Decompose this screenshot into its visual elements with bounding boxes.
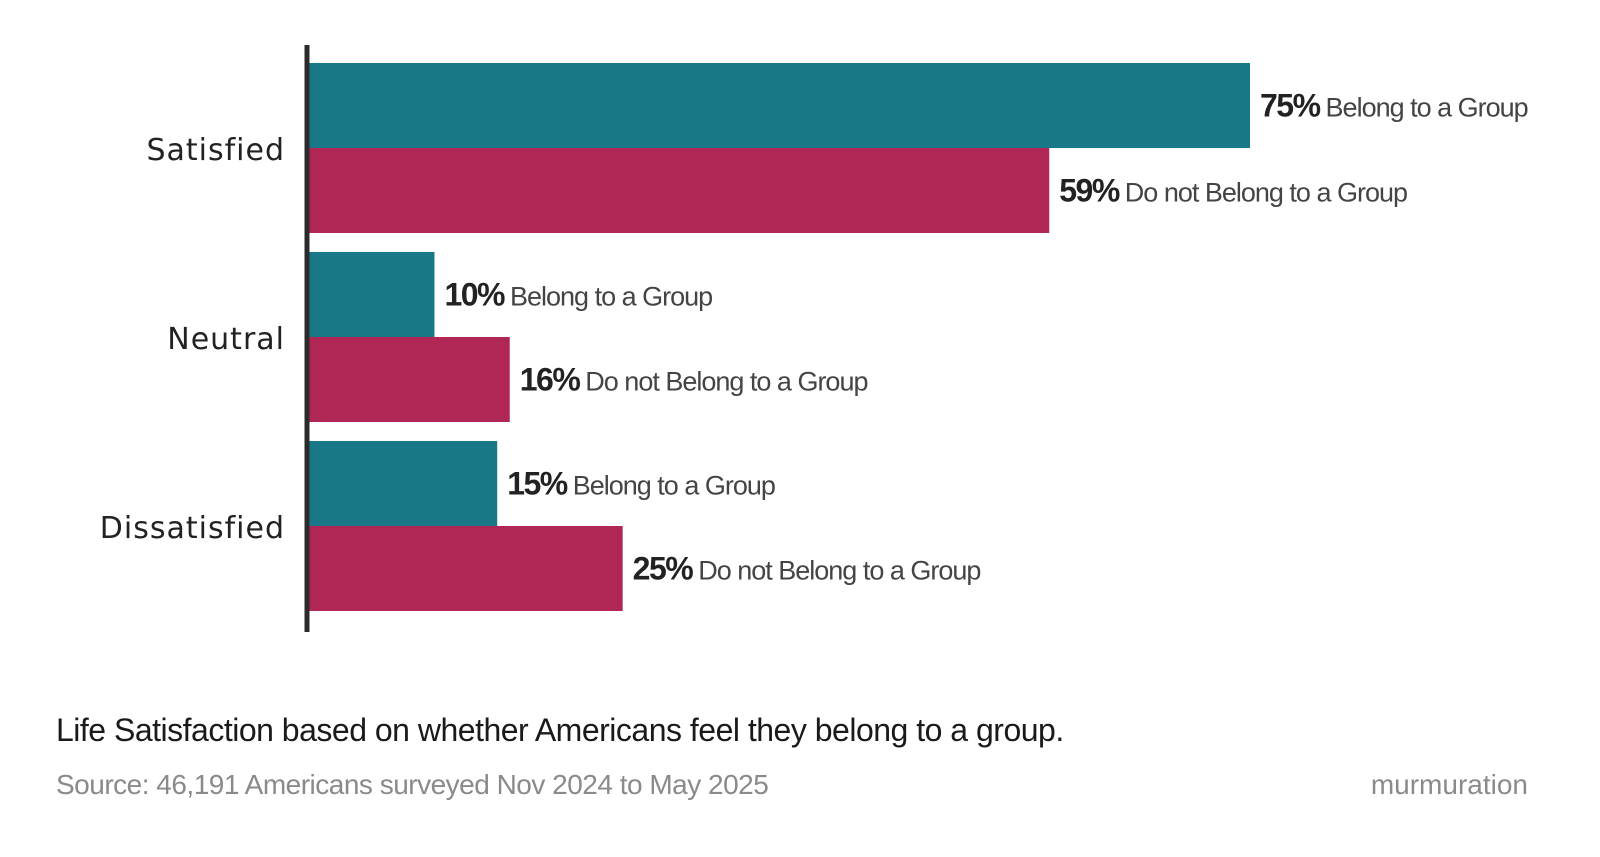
bar-dissatisfied-not-belong: [309, 526, 623, 611]
category-label-neutral: Neutral: [167, 322, 285, 357]
bar-neutral-not-belong: [309, 337, 510, 422]
data-value: 15%: [507, 466, 568, 502]
data-value: 59%: [1059, 173, 1120, 209]
series-name: Do not Belong to a Group: [698, 556, 980, 586]
category-label-dissatisfied: Dissatisfied: [100, 511, 285, 546]
data-value: 16%: [520, 362, 581, 398]
brand-wordmark: murmuration: [1370, 769, 1528, 800]
bar-satisfied-not-belong: [309, 148, 1050, 233]
series-name: Do not Belong to a Group: [585, 367, 867, 397]
series-name: Belong to a Group: [573, 471, 775, 501]
series-name: Belong to a Group: [510, 282, 712, 312]
bar-neutral-belong: [309, 252, 435, 337]
chart-source: Source: 46,191 Americans surveyed Nov 20…: [56, 769, 769, 800]
chart-title: Life Satisfaction based on whether Ameri…: [56, 712, 1064, 748]
series-name: Belong to a Group: [1326, 93, 1528, 123]
data-label-neutral-belong: 10% Belong to a Group: [444, 277, 712, 313]
data-label-dissatisfied-belong: 15% Belong to a Group: [507, 466, 775, 502]
data-value: 75%: [1260, 88, 1321, 124]
data-label-neutral-not-belong: 16% Do not Belong to a Group: [520, 362, 868, 398]
category-label-satisfied: Satisfied: [146, 133, 285, 168]
data-value: 25%: [633, 551, 694, 587]
bars-layer: [309, 63, 1250, 611]
data-label-satisfied-belong: 75% Belong to a Group: [1260, 88, 1528, 124]
bar-dissatisfied-belong: [309, 441, 498, 526]
data-label-satisfied-not-belong: 59% Do not Belong to a Group: [1059, 173, 1407, 209]
data-label-dissatisfied-not-belong: 25% Do not Belong to a Group: [633, 551, 981, 587]
bar-satisfied-belong: [309, 63, 1250, 148]
data-value: 10%: [444, 277, 505, 313]
series-name: Do not Belong to a Group: [1125, 178, 1407, 208]
